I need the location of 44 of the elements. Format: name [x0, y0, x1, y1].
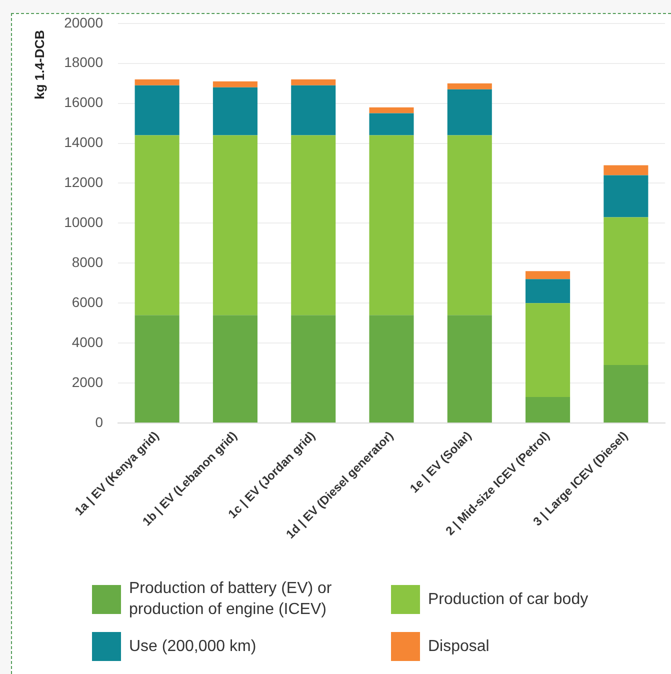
bar: [604, 165, 648, 176]
y-tick-label: 14000: [64, 134, 104, 150]
bar: [134, 85, 180, 136]
legend-label: Production of car body: [428, 590, 588, 610]
bar: [604, 175, 648, 218]
bar: [134, 135, 180, 316]
bar: [212, 315, 258, 422]
bar: [134, 315, 180, 422]
bar: [447, 89, 492, 136]
y-tick-label: 20000: [64, 14, 104, 30]
bar: [291, 315, 336, 422]
y-tick-label: 0: [95, 414, 104, 430]
bar: [604, 217, 648, 366]
y-tick-label: 10000: [64, 214, 104, 230]
bar: [212, 87, 258, 136]
y-tick-label: 16000: [64, 94, 104, 110]
legend-label: Disposal: [428, 637, 490, 657]
legend-label: Use (200,000 km): [129, 637, 256, 657]
bar: [526, 303, 570, 398]
bar: [212, 135, 258, 316]
bar: [447, 315, 492, 422]
bar: [291, 135, 336, 316]
bar: [212, 81, 258, 88]
bar: [526, 279, 570, 304]
bar: [291, 79, 336, 86]
bar: [526, 397, 570, 422]
y-tick-label: 4000: [72, 334, 104, 350]
y-tick-label: 8000: [72, 254, 104, 270]
bar: [369, 315, 414, 422]
y-tick-label: 18000: [64, 54, 104, 70]
y-tick-label: 2000: [72, 374, 104, 390]
bar: [447, 135, 492, 316]
bar: [134, 79, 180, 86]
bar: [526, 271, 570, 280]
bar: [369, 107, 414, 114]
bar: [369, 113, 414, 136]
bar: [447, 83, 492, 90]
bar: [369, 135, 414, 316]
y-tick-label: 12000: [64, 174, 104, 190]
bar: [604, 365, 648, 422]
legend-label: Production of battery (EV) or production of engine (ICEV): [129, 579, 333, 620]
y-tick-label: 6000: [72, 294, 104, 310]
bar: [291, 85, 336, 136]
y-axis-title: kg 1.4-DCB: [32, 30, 47, 100]
